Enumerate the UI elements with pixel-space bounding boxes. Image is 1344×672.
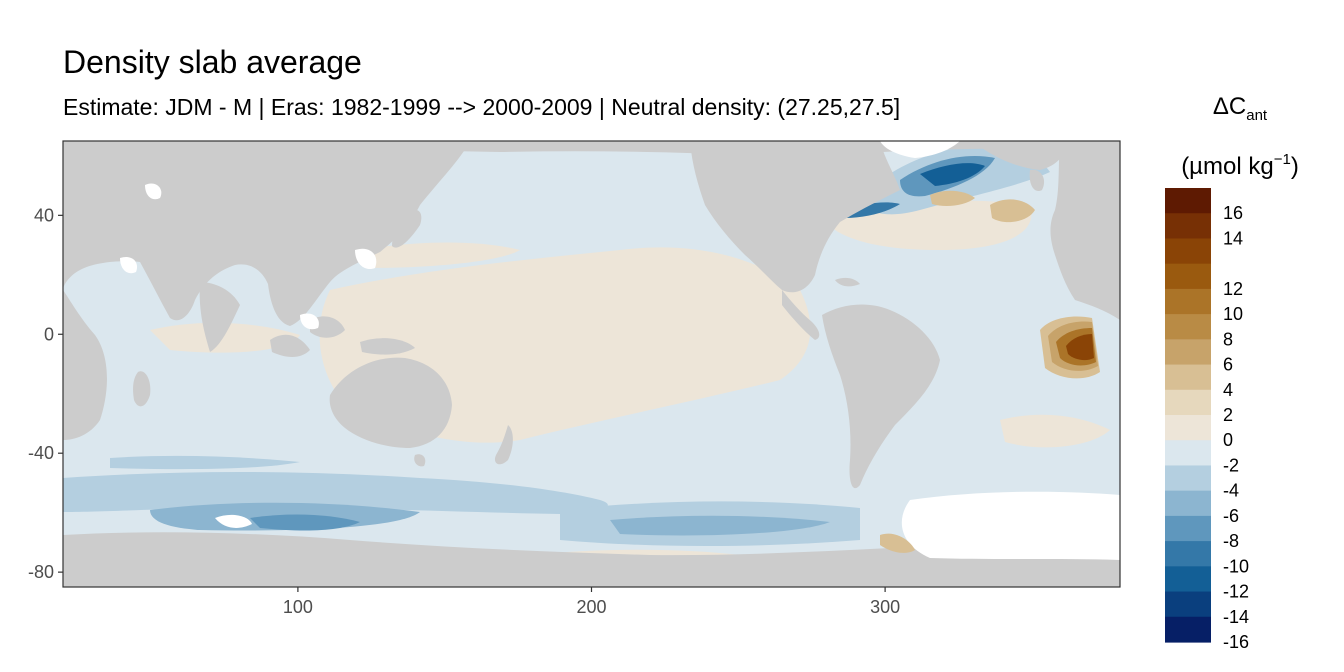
legend-label: -16: [1223, 632, 1249, 652]
y-tick-label: -80: [28, 562, 54, 582]
y-tick-label: 0: [44, 324, 54, 344]
legend-title-line-1: ΔCant: [1150, 85, 1330, 138]
legend-label: -2: [1223, 455, 1239, 475]
atlantic-maximum: [1040, 316, 1100, 379]
chart-title: Density slab average: [63, 44, 362, 80]
legend-label: 8: [1223, 329, 1233, 349]
legend-label: -4: [1223, 481, 1239, 501]
north-atlantic-positive-1: [930, 190, 975, 206]
north-pacific-positive-patch: [360, 242, 520, 268]
y-tick-label: -40: [28, 443, 54, 463]
legend-title-sub: ant: [1246, 107, 1268, 124]
legend-title: ΔCant (µmol kg−1): [1150, 85, 1330, 189]
legend-label: -8: [1223, 531, 1239, 551]
x-tick-label: 300: [870, 597, 900, 617]
legend-bin: [1165, 263, 1211, 290]
legend-bin: [1165, 314, 1211, 340]
legend-label: 10: [1223, 304, 1243, 324]
y-axis: 40 0 -40 -80: [28, 205, 63, 582]
legend-bin: [1165, 415, 1211, 441]
legend-label: -14: [1223, 607, 1249, 627]
legend-unit-prefix: (µmol kg: [1181, 153, 1274, 180]
legend-bin: [1165, 591, 1211, 618]
x-tick-label: 200: [576, 597, 606, 617]
legend-bin: [1165, 188, 1211, 214]
southern-indian-band: [110, 455, 300, 470]
southern-ocean-band-4: [610, 515, 830, 536]
land: [63, 141, 1120, 587]
legend-bin: [1165, 566, 1211, 593]
legend-label: -12: [1223, 582, 1249, 602]
legend-title-line-2: (µmol kg−1): [1150, 138, 1330, 189]
weddell-positive: [880, 533, 915, 553]
legend-bin: [1165, 515, 1211, 542]
legend-label: 2: [1223, 405, 1233, 425]
legend-bin: [1165, 288, 1211, 315]
southern-ocean-band-1: [63, 472, 608, 514]
legend-label: 4: [1223, 380, 1233, 400]
map-panel: [63, 141, 1120, 587]
legend-label: -10: [1223, 556, 1249, 576]
legend-label: 0: [1223, 430, 1233, 450]
legend-unit-suffix: ): [1290, 153, 1299, 180]
no-data-areas: [120, 141, 1120, 560]
south-atlantic-positive-patch: [1000, 414, 1110, 448]
x-axis: 100 200 300: [283, 587, 900, 617]
southern-ocean-band-5: [250, 514, 360, 531]
subpolar-minimum: [840, 145, 1050, 218]
legend-label: 14: [1223, 228, 1243, 248]
legend-title-main: ΔC: [1212, 93, 1247, 120]
legend-bin: [1165, 465, 1211, 492]
legend-bin: [1165, 364, 1211, 391]
legend-unit-sup: −1: [1273, 151, 1291, 168]
legend-colorbar: 16 14 12 10 8 6 4 2 0 -2 -4 -6 -8 -10 -12 -14 -16: [1165, 188, 1249, 652]
chart-subtitle: Estimate: JDM - M | Eras: 1982-1999 --> …: [63, 94, 901, 120]
legend-bin: [1165, 339, 1211, 366]
y-tick-label: 40: [34, 205, 54, 225]
legend-bin: [1165, 213, 1211, 240]
legend-bin: [1165, 541, 1211, 567]
legend-bin: [1165, 616, 1211, 643]
indian-positive-patch: [150, 322, 300, 353]
legend-label: 6: [1223, 355, 1233, 375]
legend-bin: [1165, 490, 1211, 517]
legend-label: 12: [1223, 279, 1243, 299]
legend-label: 16: [1223, 203, 1243, 223]
legend-label: -6: [1223, 506, 1239, 526]
north-atlantic-positive-2: [990, 199, 1035, 223]
legend-bin: [1165, 440, 1211, 467]
legend-bin: [1165, 238, 1211, 265]
legend-bin: [1165, 389, 1211, 416]
x-tick-label: 100: [283, 597, 313, 617]
